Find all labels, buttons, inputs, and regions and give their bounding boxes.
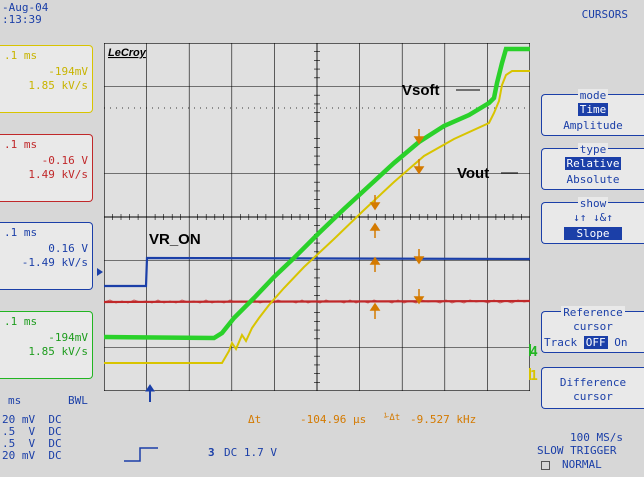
ch4-coupling-row: 20 mV DC xyxy=(2,450,62,462)
trigger-edge-icon xyxy=(124,446,158,464)
trigger-level: DC 1.7 V xyxy=(224,447,277,459)
ch3-trigger-level-icon xyxy=(97,268,103,276)
bottom-ms-header: ms xyxy=(8,395,21,407)
status-box-icon xyxy=(541,461,550,470)
trigger-mode-text: SLOW TRIGGER xyxy=(537,445,616,457)
ch1-marker: 1 xyxy=(530,369,538,384)
trigger-position-icon xyxy=(146,385,154,391)
reciprocal-delta-t-icon: ⅟Δt xyxy=(384,412,400,424)
frequency-value: -9.527 kHz xyxy=(410,414,476,426)
sample-rate: 100 MS/s xyxy=(570,432,623,444)
bottom-bwl-header: BWL xyxy=(68,395,88,407)
delta-t-value: -104.96 μs xyxy=(300,414,366,426)
trigger-channel: 3 xyxy=(208,447,215,459)
acquisition-mode: NORMAL xyxy=(562,459,602,471)
delta-t-label: Δt xyxy=(248,414,261,426)
ch4-marker: 4 xyxy=(530,345,538,360)
